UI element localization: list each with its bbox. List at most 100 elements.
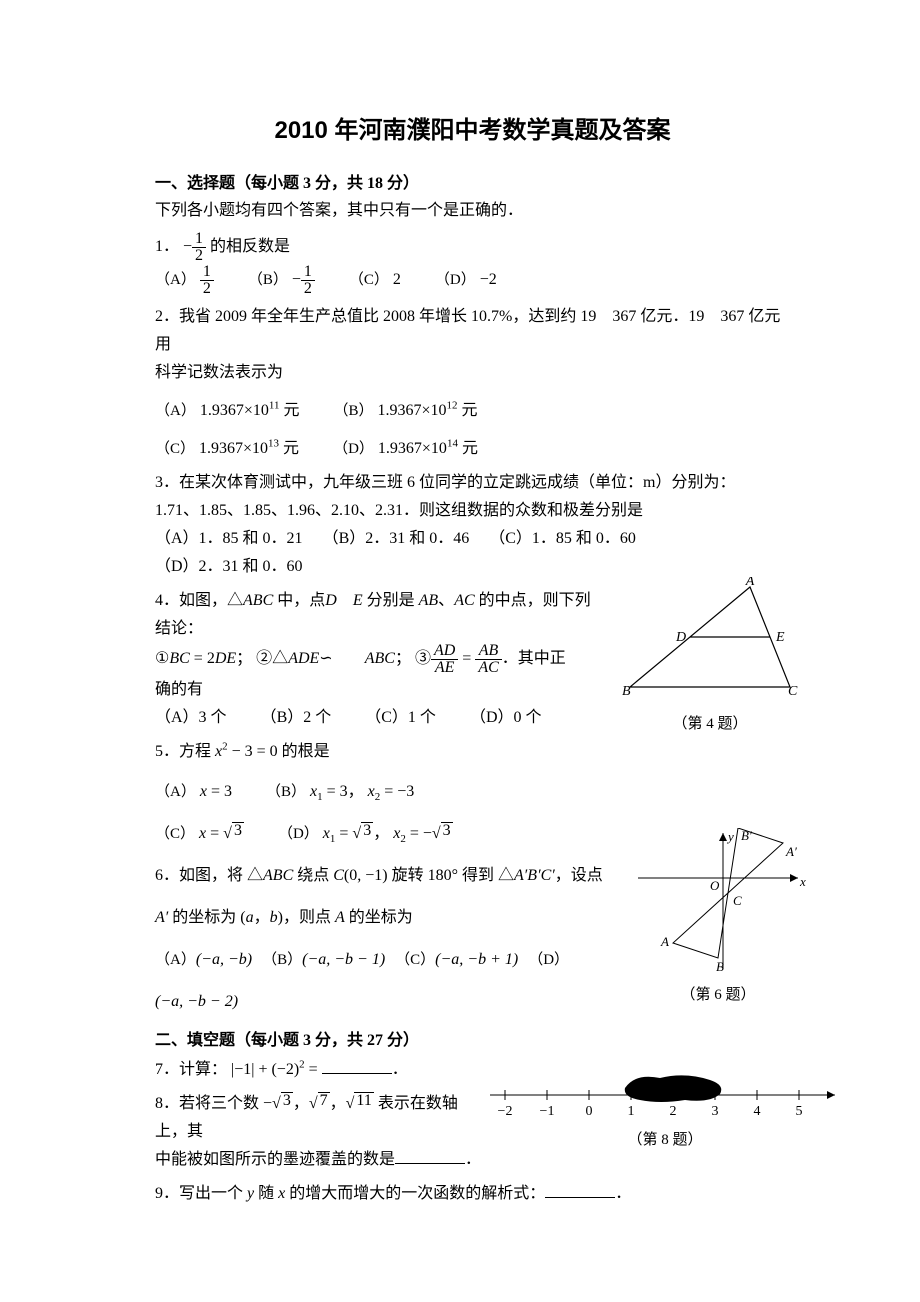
q4-optD: （D）0 个 xyxy=(470,704,542,732)
section2-head: 二、填空题（每小题 3 分，共 27 分） xyxy=(155,1026,790,1050)
q3-l1: 3．在某次体育测试中，九年级三班 6 位同学的立定跳远成绩（单位：m）分别为： xyxy=(155,469,790,497)
q6-fig-Ap: A′ xyxy=(785,844,797,859)
q8-t-5: 5 xyxy=(796,1104,803,1119)
q8-blank xyxy=(395,1147,465,1164)
q6-C: C xyxy=(333,867,344,884)
q5-D-eq2: = − xyxy=(406,825,432,842)
q6-last-body: (−a, −b − 2) xyxy=(155,993,238,1010)
q5-C-sqrt: √3 xyxy=(223,820,244,848)
q6-a: a xyxy=(246,909,254,926)
q8-sqrt2: √7 xyxy=(309,1090,330,1118)
q2-optA-exp: 11 xyxy=(269,400,280,412)
q7-eq: = xyxy=(305,1061,322,1078)
q3-optD: （D）2．31 和 0．60 xyxy=(155,553,303,581)
q4-E: E xyxy=(353,592,363,609)
q9-pre: 9．写出一个 xyxy=(155,1185,247,1202)
q5-C-label: （C） xyxy=(155,826,195,842)
q8-sep2: ， xyxy=(330,1095,346,1112)
q4-fig-B: B xyxy=(622,684,631,699)
q6-C-body: (−a, −b + 1) xyxy=(435,951,518,968)
q4-c3-num2: AB xyxy=(475,643,501,660)
q8-t-3: 3 xyxy=(712,1104,719,1119)
q4-c3-tail: ．其中正 xyxy=(502,650,566,667)
q8-pre: 8．若将三个数 − xyxy=(155,1095,272,1112)
q8-t-0: 0 xyxy=(586,1104,593,1119)
q4-c1-lhs: BC xyxy=(169,650,189,667)
q2-optC-base: 1.9367×10 xyxy=(199,440,268,457)
q6-l2-b: 的坐标为 ( xyxy=(168,909,245,926)
q4-c2-abc: ABC xyxy=(365,650,395,667)
q6-B-body: (−a, −b − 1) xyxy=(302,951,385,968)
q6-fig-A: A xyxy=(660,934,669,949)
q6-B-label: （B） xyxy=(262,952,302,968)
q4-c3-den2: AC xyxy=(475,660,501,676)
q4-c2-gap xyxy=(333,650,365,667)
q2-optB: （B） 1.9367×1012 元 xyxy=(333,397,477,425)
q5-B-x2: x xyxy=(368,783,375,800)
q6-fig-Bp: B′ xyxy=(741,828,752,843)
q6-optA: （A）(−a, −b) xyxy=(155,946,252,974)
q1-optC: （C） 2 xyxy=(349,266,401,294)
q5-D-x1: x xyxy=(323,825,330,842)
q9-tail: ． xyxy=(615,1185,631,1202)
q5-D-rad1: 3 xyxy=(361,822,373,839)
q9-blank xyxy=(545,1181,615,1198)
q6-fig-B: B xyxy=(716,959,724,974)
q4-c1-rhs: DE xyxy=(215,650,236,667)
q2-row2: （C） 1.9367×1013 元 （D） 1.9367×1014 元 xyxy=(155,435,790,463)
q6-l2-d: ， xyxy=(254,909,270,926)
q1-optD-label: （D） xyxy=(435,272,476,288)
q1-frac-num: 1 xyxy=(192,231,206,248)
q5-row1: （A） x = 3 （B） x1 = 3， x2 = −3 xyxy=(155,778,790,806)
q3-l2: 1.71、1.85、1.85、1.96、2.10、2.31．则这组数据的众数和极… xyxy=(155,497,790,525)
section1-head: 一、选择题（每小题 3 分，共 18 分） xyxy=(155,169,790,193)
q6-D-label: （D） xyxy=(528,952,569,968)
q4-c2-sim: ∽ xyxy=(319,650,332,667)
q6-l2: A′ 的坐标为 (a，b)，则点 A 的坐标为 xyxy=(155,904,615,932)
q3-optA: （A）1．85 和 0．21 xyxy=(155,525,303,553)
q6-b: b xyxy=(270,909,278,926)
q8-r1: 3 xyxy=(281,1092,293,1109)
page-title: 2010 年河南濮阳中考数学真题及答案 xyxy=(155,110,790,145)
q5-B-label: （B） xyxy=(266,784,306,800)
q2-optA: （A） 1.9367×1011 元 xyxy=(155,397,299,425)
q4-fig-E: E xyxy=(775,630,785,645)
q1-optB-num: 1 xyxy=(301,264,315,281)
q1-frac-den: 2 xyxy=(192,248,206,264)
q1-optB: （B） −12 xyxy=(248,264,315,297)
q8-t-1: 1 xyxy=(628,1104,635,1119)
q4-optB: （B）2 个 xyxy=(261,704,332,732)
q6-l1-e: ，设点 xyxy=(555,867,603,884)
q4-conclusions: ①BC = 2DE； ②△ADE∽ ABC； ③ADAE = ABAC．其中正 xyxy=(155,643,635,676)
q8-t-4: 4 xyxy=(754,1104,761,1119)
q4-c2-pre: ②△ xyxy=(256,650,288,667)
q7-tail: ． xyxy=(392,1061,408,1078)
q6-fig-x: x xyxy=(799,874,806,889)
q2-row1: （A） 1.9367×1011 元 （B） 1.9367×1012 元 xyxy=(155,397,790,425)
q4-c2-semi: ； xyxy=(395,650,411,667)
q6-optB: （B）(−a, −b − 1) xyxy=(262,946,385,974)
q1-optA-frac: 12 xyxy=(200,264,214,297)
q4-fig-A: A xyxy=(745,577,755,589)
q1-optA-num: 1 xyxy=(200,264,214,281)
q4-D: D xyxy=(325,592,337,609)
q5-optC: （C） x = √3 xyxy=(155,820,244,848)
q4-l1-a: 4．如图，△ xyxy=(155,592,243,609)
q6-Ap: A′ xyxy=(155,909,168,926)
q5-optB: （B） x1 = 3， x2 = −3 xyxy=(266,778,414,806)
q1-optA: （A） 12 xyxy=(155,264,214,297)
q8-figure: −2 −1 0 1 2 3 4 5 （第 8 题） xyxy=(485,1070,845,1149)
section1-intro: 下列各小题均有四个答案，其中只有一个是正确的． xyxy=(155,197,790,225)
q4-fig-D: D xyxy=(675,630,686,645)
q6-fig-y: y xyxy=(726,829,734,844)
q4-AC: AC xyxy=(454,592,474,609)
q5-D-sep: ， xyxy=(373,825,389,842)
q2-optB-base: 1.9367×10 xyxy=(378,402,447,419)
q3-optB: （B）2．31 和 0．46 xyxy=(323,525,470,553)
q2-optD-tail: 元 xyxy=(458,440,478,457)
q2-optD-exp: 14 xyxy=(447,438,458,450)
q8-r3: 11 xyxy=(354,1092,373,1109)
q2-optC-tail: 元 xyxy=(279,440,299,457)
q6-A-body: (−a, −b) xyxy=(196,951,252,968)
q3-optC: （C）1．85 和 0．60 xyxy=(489,525,636,553)
